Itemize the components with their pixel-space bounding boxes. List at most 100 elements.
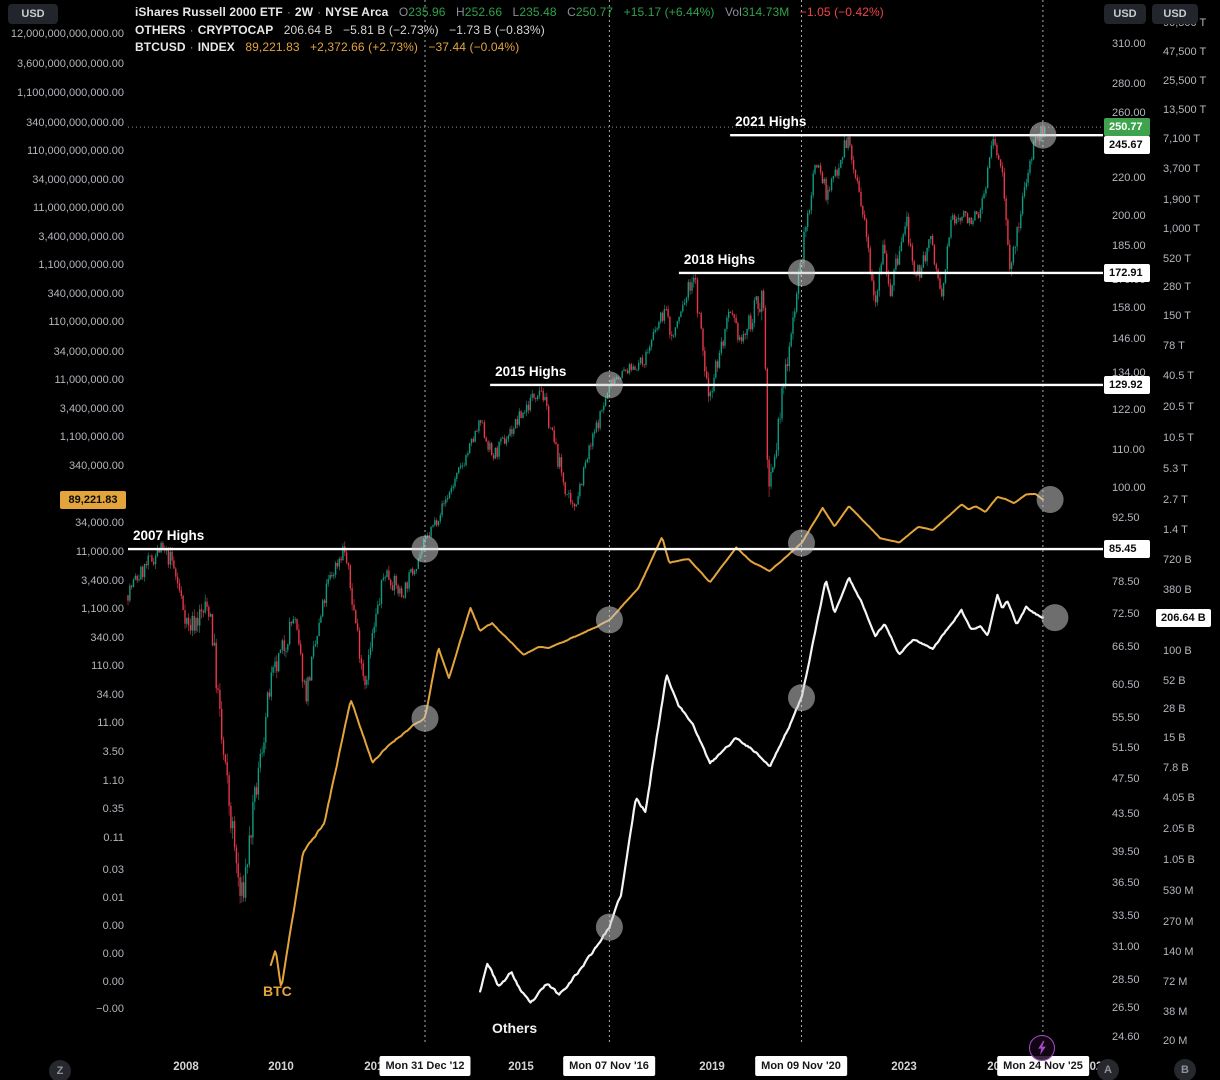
price-tick: 20 M <box>1163 1035 1188 1047</box>
price-tick: 11.00 <box>97 717 124 729</box>
lightning-icon <box>1038 1041 1046 1055</box>
high-2015-price-chip: 129.92 <box>1104 376 1150 394</box>
price-tick: 1,100,000.00 <box>59 431 124 443</box>
price-tick: 280.00 <box>1112 78 1146 90</box>
price-tick: 2.05 B <box>1163 823 1195 835</box>
cycle-marker <box>1041 604 1069 632</box>
price-tick: 0.11 <box>103 832 124 844</box>
price-tick: 13,500 T <box>1163 104 1207 116</box>
legend-row-btcusd[interactable]: BTCUSD · INDEX 89,221.83 +2,372.66 (+2.73%… <box>135 40 520 54</box>
price-tick: 55.50 <box>1112 712 1140 724</box>
cycle-marker <box>788 259 815 287</box>
right-price-scale-mode-button[interactable]: A <box>1097 1059 1119 1080</box>
price-tick: 0.00 <box>102 920 124 932</box>
price-tick: 158.00 <box>1112 302 1146 314</box>
cycle-marker <box>411 704 439 732</box>
price-tick: 5.3 T <box>1163 463 1188 475</box>
symbol-title[interactable]: BTCUSD <box>135 40 186 54</box>
symbol-title[interactable]: iShares Russell 2000 ETF <box>135 5 283 19</box>
price-tick: 720 B <box>1163 554 1192 566</box>
high-value: 252.66 <box>464 5 503 19</box>
low-value: 235.48 <box>519 5 557 19</box>
open-value: 235.96 <box>408 5 446 19</box>
price-tick: 110.00 <box>91 660 124 672</box>
right-cap-scale-mode-button[interactable]: B <box>1174 1059 1196 1080</box>
price-tick: 24.60 <box>1112 1031 1140 1043</box>
volume-change: −1.05 (−0.42%) <box>799 5 884 19</box>
left-scale-currency-button[interactable]: USD <box>8 4 58 24</box>
cycle-date-label-chip: Mon 07 Nov '16 <box>563 1056 655 1076</box>
price-tick: 1.05 B <box>1163 854 1195 866</box>
price-tick: 47,500 T <box>1163 46 1207 58</box>
cycle-marker <box>595 371 623 399</box>
close-value: 250.77 <box>575 5 614 19</box>
price-tick: 0.03 <box>102 864 124 876</box>
candle-bodies-down <box>127 126 1044 898</box>
price-tick: 11,000,000.00 <box>54 374 124 386</box>
price-tick: 122.00 <box>1112 404 1146 416</box>
price-tick: 92.50 <box>1112 512 1140 524</box>
left-scale-mode-button[interactable]: Z <box>49 1060 71 1080</box>
exchange: INDEX <box>197 40 235 54</box>
others-change-1: −5.81 B (−2.73%) <box>343 22 439 37</box>
price-tick: 33.50 <box>1112 910 1140 922</box>
price-tick: 100 B <box>1163 645 1192 657</box>
change-value: +15.17 (+6.44%) <box>623 5 715 19</box>
exchange: CRYPTOCAP <box>197 22 274 37</box>
price-tick: 11,000.00 <box>75 546 124 558</box>
btc-line-series[interactable] <box>269 492 1044 987</box>
highs-annotation-label[interactable]: 2007 Highs <box>133 528 205 544</box>
price-tick: 260.00 <box>1112 107 1146 119</box>
price-tick: 1.4 T <box>1163 524 1188 536</box>
cycle-marker <box>1029 121 1057 149</box>
interval[interactable]: 2W <box>294 5 314 19</box>
price-tick: 20.5 T <box>1163 401 1194 413</box>
exchange: NYSE Arca <box>325 5 389 19</box>
chart-canvas[interactable] <box>0 0 1103 1045</box>
highs-annotation-label[interactable]: 2018 Highs <box>683 251 756 267</box>
price-tick: 110,000,000.00 <box>48 316 124 328</box>
price-tick: 7.8 B <box>1163 762 1189 774</box>
price-tick: 34,000,000.00 <box>53 346 124 358</box>
price-tick: 7,100 T <box>1163 133 1201 145</box>
btc-series-label: BTC <box>263 983 292 999</box>
highs-annotation-label[interactable]: 2021 Highs <box>735 114 807 130</box>
price-tick: 0.35 <box>102 803 124 815</box>
others-line-series[interactable] <box>479 577 1044 1004</box>
cycle-date-label-chip: Mon 09 Nov '20 <box>755 1056 847 1076</box>
price-tick: 3,700 T <box>1163 163 1201 175</box>
price-tick: 26.50 <box>1112 1002 1140 1014</box>
price-tick: 0.01 <box>102 892 124 904</box>
time-axis[interactable]: 2008201020122015201720192021202320252027 <box>0 1045 1103 1080</box>
price-tick: 140 M <box>1163 946 1194 958</box>
price-tick: 39.50 <box>1112 846 1140 858</box>
others-change-2: −1.73 B (−0.83%) <box>449 22 545 37</box>
legend-row-russell[interactable]: iShares Russell 2000 ETF · 2W · NYSE Arca O2… <box>135 5 884 19</box>
candle-bodies-up <box>129 126 1046 898</box>
cycle-marker <box>595 606 623 634</box>
right-price-scale-currency-button[interactable]: USD <box>1104 4 1146 24</box>
price-tick: 270 M <box>1163 916 1194 928</box>
price-tick: 340,000,000.00 <box>47 288 124 300</box>
price-tick: 1,000 T <box>1163 223 1201 235</box>
price-tick: 31.00 <box>1112 941 1140 953</box>
price-tick: 78 T <box>1163 340 1185 352</box>
price-tick: 36.50 <box>1112 877 1140 889</box>
price-tick: 1,100,000,000,000.00 <box>16 87 124 99</box>
symbol-title[interactable]: OTHERS <box>135 22 186 37</box>
highs-annotation-label[interactable]: 2015 Highs <box>495 363 567 379</box>
price-tick: 3,400,000,000.00 <box>38 231 124 243</box>
event-flash-button[interactable] <box>1029 1035 1055 1061</box>
price-tick: 43.50 <box>1112 808 1140 820</box>
price-tick: 51.50 <box>1112 742 1140 754</box>
price-tick: 52 B <box>1163 675 1186 687</box>
cycle-date-label-chip: Mon 24 Nov '25 <box>997 1056 1089 1076</box>
legend-row-others[interactable]: OTHERS · CRYPTOCAP 206.64 B −5.81 B (−2.73… <box>135 22 545 37</box>
price-tick: 380 B <box>1163 584 1192 596</box>
price-tick: 38 M <box>1163 1006 1188 1018</box>
price-tick: 11,000,000,000.00 <box>33 202 124 214</box>
price-tick: 78.50 <box>1112 576 1140 588</box>
right-cap-scale-currency-button[interactable]: USD <box>1152 4 1198 24</box>
price-tick: 340,000.00 <box>68 460 124 472</box>
price-tick: 34.00 <box>96 689 124 701</box>
